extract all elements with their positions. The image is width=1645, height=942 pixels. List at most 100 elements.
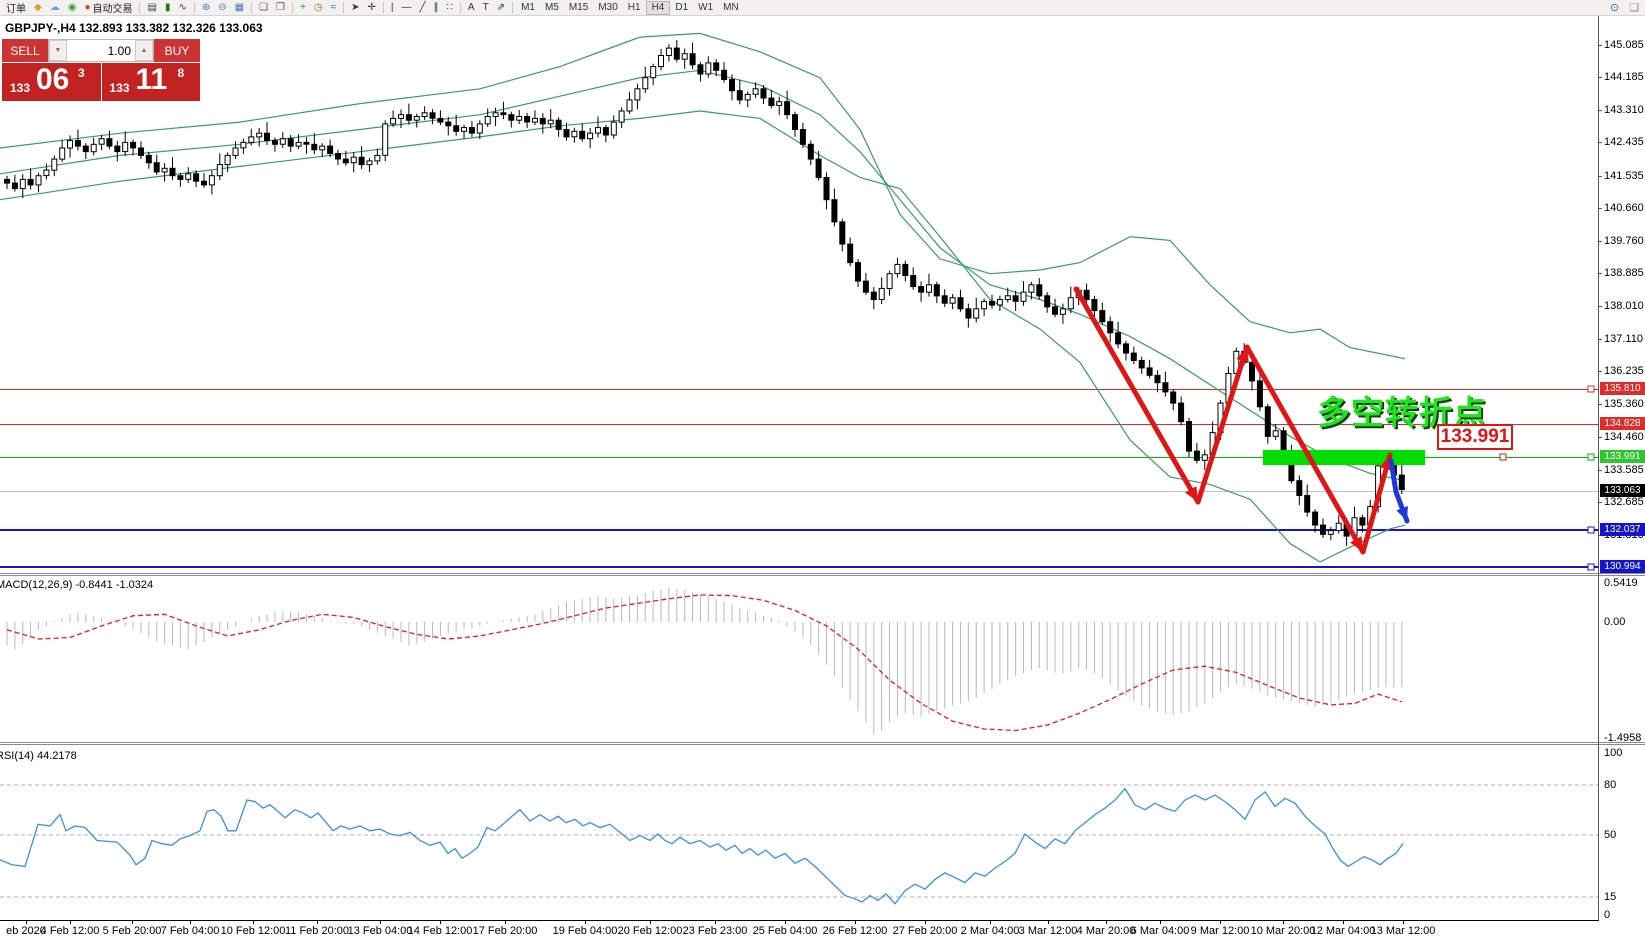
channel-icon[interactable]: ∥: [430, 0, 443, 15]
volume-input[interactable]: [67, 40, 135, 61]
candle: [539, 117, 546, 125]
template-icon[interactable]: ≈: [327, 0, 341, 15]
candle: [1359, 517, 1366, 526]
sell-price-tile[interactable]: 133 06 3: [2, 63, 101, 101]
cursor-icon[interactable]: ➤: [347, 0, 363, 15]
zoom-out-icon[interactable]: ⊖: [214, 0, 230, 15]
hline-133.991[interactable]: [0, 457, 1598, 458]
hline-133.063[interactable]: [0, 491, 1598, 492]
text-tool-icon[interactable]: A: [464, 0, 479, 15]
candle: [555, 119, 562, 130]
price-tick-136.235: 136.235: [1604, 365, 1644, 377]
candle: [1130, 352, 1137, 362]
axis-tick-mark: [1598, 502, 1602, 503]
tile-windows-icon[interactable]: ▦: [231, 0, 248, 15]
date-label: 6 Mar 04:00: [1130, 925, 1190, 937]
arrow-head[interactable]: [1396, 506, 1408, 521]
sell-button[interactable]: SELL: [2, 39, 48, 62]
new-order-button[interactable]: 订单: [0, 0, 30, 15]
chat-icon[interactable]: ❑: [1629, 2, 1639, 14]
candle: [1398, 474, 1405, 491]
vertical-line-icon[interactable]: |: [387, 0, 398, 15]
zigzag-arrow-segment[interactable]: [1195, 344, 1250, 505]
auto-scroll-icon[interactable]: ❏: [255, 0, 272, 15]
candle: [445, 121, 452, 127]
candle: [587, 132, 594, 140]
date-label: 13 Mar 12:00: [1370, 925, 1436, 937]
axis-tick-mark: [1598, 208, 1602, 209]
price-tick-133.585: 133.585: [1604, 464, 1644, 476]
bid-price-sup: 3: [78, 66, 85, 80]
volume-down-stepper[interactable]: ▼: [49, 40, 67, 61]
buy-button[interactable]: BUY: [154, 39, 200, 62]
hline-130.994[interactable]: [0, 566, 1598, 568]
timeframe-button-m5[interactable]: M5: [544, 2, 559, 13]
fibonacci-icon[interactable]: ∷: [443, 0, 457, 15]
timeframe-button-w1[interactable]: W1: [698, 2, 714, 13]
timeframe-button-m15[interactable]: M15: [568, 2, 589, 13]
price-tick-132.685: 132.685: [1604, 496, 1644, 508]
arrow-head[interactable]: [1350, 536, 1363, 552]
pane-separator-macd[interactable]: [0, 573, 1645, 574]
signal-icon[interactable]: ◉: [64, 0, 81, 15]
pane-separator-rsi[interactable]: [0, 744, 1645, 745]
label-tool-icon[interactable]: T: [479, 0, 493, 15]
hline-135.81[interactable]: [0, 389, 1598, 390]
pane-separator-macd[interactable]: [0, 575, 1645, 576]
arrows-tool-icon[interactable]: ⇗: [493, 0, 509, 15]
add-indicator-icon[interactable]: +: [296, 0, 310, 15]
zigzag-arrow-segment[interactable]: [1244, 344, 1366, 555]
hline-marker[interactable]: [1587, 526, 1595, 534]
market-watch-icon[interactable]: ☁: [46, 0, 64, 15]
candle: [216, 164, 223, 177]
supply-zone-box[interactable]: [1263, 450, 1425, 465]
candle: [476, 123, 483, 134]
candle: [729, 79, 735, 92]
timeframe-button-mn[interactable]: MN: [723, 2, 739, 13]
timeframe-button-m30[interactable]: M30: [598, 2, 618, 13]
candlestick-chart-icon[interactable]: ▮: [161, 0, 175, 15]
hline-132.037[interactable]: [0, 529, 1598, 531]
trendline-icon[interactable]: ╱: [415, 0, 429, 15]
hline-marker[interactable]: [1587, 385, 1595, 393]
periods-clock-icon[interactable]: ◷: [310, 0, 327, 15]
price-badge-133.063: 133.063: [1600, 484, 1645, 497]
candle: [153, 162, 160, 173]
crosshair-icon[interactable]: ✛: [363, 0, 379, 15]
date-label: 27 Feb 20:00: [892, 925, 958, 937]
timeframe-button-d1[interactable]: D1: [675, 2, 689, 13]
timeframe-button-m1[interactable]: M1: [521, 2, 535, 13]
toolbar-separator: [512, 2, 514, 13]
autotrading-button[interactable]: ● 自动交易: [80, 0, 136, 15]
horizontal-line-icon[interactable]: —: [397, 0, 415, 15]
channel-icon-glyph: ∥: [433, 1, 439, 13]
candle: [563, 129, 570, 138]
arrow-head[interactable]: [1185, 486, 1198, 502]
timeframe-button-h1[interactable]: H1: [627, 2, 641, 13]
callout-anchor-square[interactable]: [1499, 453, 1507, 461]
date-label: 5 Feb 20:00: [102, 925, 162, 937]
timeframe-button-h4[interactable]: H4: [645, 0, 671, 15]
arrow-head[interactable]: [1236, 347, 1249, 363]
hline-134.828[interactable]: [0, 424, 1598, 425]
buy-price-tile[interactable]: 133 11 8: [101, 63, 200, 101]
hline-marker[interactable]: [1587, 453, 1595, 461]
chart-box-icon[interactable]: ◆: [30, 0, 46, 15]
pane-separator-rsi[interactable]: [0, 742, 1645, 743]
candle: [658, 55, 664, 68]
date-tick-mark: [1106, 920, 1107, 924]
zigzag-arrow-segment[interactable]: [1360, 452, 1393, 555]
autotrading-glyph: ●: [84, 1, 91, 13]
bar-chart-icon[interactable]: ▤: [143, 0, 160, 15]
search-icon[interactable]: ⊙: [1609, 2, 1620, 14]
chart-shift-icon[interactable]: ❐: [272, 0, 289, 15]
candle: [996, 299, 1003, 306]
zigzag-arrow-segment[interactable]: [1073, 286, 1201, 505]
arrow-head[interactable]: [1379, 455, 1393, 471]
candle: [768, 97, 775, 106]
date-tick-mark: [1403, 920, 1404, 924]
hline-marker[interactable]: [1587, 563, 1595, 571]
line-chart-icon[interactable]: ∿: [174, 0, 190, 15]
volume-up-stepper[interactable]: ▲: [135, 40, 153, 61]
zoom-in-icon[interactable]: ⊕: [198, 0, 214, 15]
